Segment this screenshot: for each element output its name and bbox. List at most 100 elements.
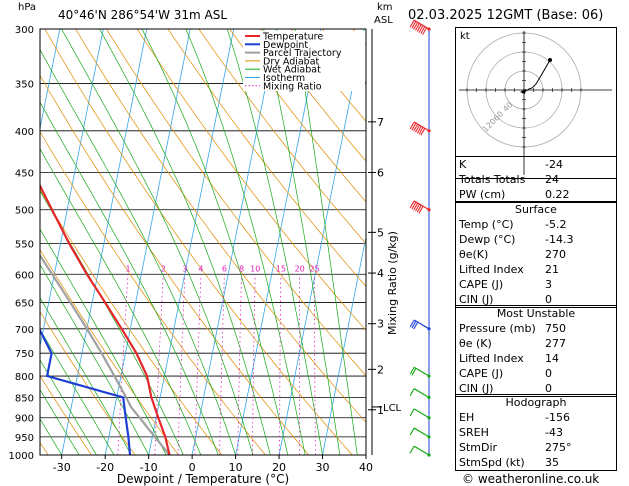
temperature-tick-label: -30	[53, 461, 71, 474]
dry-adiabat-line	[40, 189, 223, 455]
location-title: 40°46'N 286°54'W 31m ASL	[58, 8, 228, 22]
mixing-ratio-label: 10	[250, 264, 260, 273]
hodograph-stat-key: SREH	[459, 426, 489, 439]
wind-barb-flag	[409, 19, 415, 28]
dry-adiabat-line	[40, 375, 92, 455]
index-value: 24	[545, 173, 559, 186]
surface-key: Lifted Index	[459, 263, 524, 276]
dry-adiabat-line	[167, 29, 366, 287]
wind-barb	[409, 445, 431, 457]
hodograph-stat-value: -156	[545, 411, 570, 424]
isotherm-line	[191, 29, 278, 455]
wet-adiabat-line	[294, 29, 358, 455]
wind-barb-staff	[413, 427, 430, 438]
wet-adiabat-line	[61, 29, 254, 455]
wind-barb-flag	[418, 205, 424, 214]
mixing-ratio-label: 3	[182, 264, 187, 273]
pressure-tick-label: 550	[15, 239, 34, 250]
wind-barb-flag	[409, 408, 415, 417]
most-unstable-value: 14	[545, 352, 559, 365]
isotherm-line	[278, 29, 365, 455]
surface-row: Dewp (°C) -14.3	[456, 232, 616, 247]
wind-barb-flag	[418, 126, 424, 135]
wind-barb-flag	[411, 201, 417, 210]
temperature-tick-label: 30	[316, 461, 330, 474]
hodograph-stat-key: StmDir	[459, 441, 498, 454]
most-unstable-row: CIN (J) 0	[456, 381, 616, 396]
dewpoint-profile	[40, 328, 132, 455]
wind-barb-flag	[413, 321, 419, 330]
wet-adiabat-line	[40, 359, 97, 455]
legend-entry-parcel-trajectory: Parcel Trajectory	[263, 48, 342, 59]
wind-barb-flag	[418, 25, 424, 33]
parcel-trajectory	[40, 253, 171, 455]
wind-barb	[409, 366, 431, 378]
surface-key: Dewp (°C)	[459, 233, 516, 246]
wind-barb-flag	[420, 128, 426, 136]
index-value: 0.22	[545, 188, 570, 201]
wet-adiabat-line	[99, 29, 271, 455]
wind-barb-flag	[413, 202, 419, 211]
legend-entry-wet-adiabat: Wet Adiabat	[263, 65, 321, 76]
km-tick-label: 5	[377, 226, 384, 239]
wind-barb	[409, 121, 431, 136]
hodograph-table-title: Hodograph	[505, 396, 567, 409]
mixing-ratio-label: 20	[295, 264, 305, 273]
most-unstable-value: 750	[545, 322, 566, 335]
mixing-ratio-line	[251, 274, 256, 455]
wind-barb-flag	[411, 20, 417, 29]
wind-barb-dot	[427, 374, 431, 378]
wet-adiabat-line	[40, 297, 132, 455]
temperature-tick-label: -10	[140, 461, 158, 474]
temperature-tick-label: 20	[272, 461, 286, 474]
wet-adiabat-line	[263, 29, 341, 455]
pressure-tick-label: 300	[15, 25, 34, 36]
dry-adiabat-line	[229, 29, 366, 203]
mixing-ratio-label: 1	[125, 264, 130, 273]
wind-barb-dot	[427, 416, 431, 420]
isotherm-line	[235, 29, 321, 455]
legend-entry-temperature: Temperature	[262, 32, 323, 43]
hodograph-end-dot	[548, 58, 552, 62]
wind-barb-flag	[409, 388, 415, 396]
isotherm-line	[0, 29, 16, 455]
most-unstable-title: Most Unstable	[496, 307, 576, 320]
km-tick-label: 4	[377, 267, 384, 280]
mixing-ratio-label: 4	[198, 264, 203, 273]
pressure-tick-label: 650	[15, 299, 34, 310]
legend-entry-mixing-ratio: Mixing Ratio	[263, 81, 322, 92]
wind-barb-flag	[411, 320, 417, 329]
wet-adiabat-line	[40, 148, 202, 455]
hodograph-stat-row: SREH -43	[456, 425, 616, 440]
surface-value: 21	[545, 263, 559, 276]
hodograph-stat-key: StmSpd (kt)	[459, 456, 525, 469]
wet-adiabat-line	[40, 328, 115, 455]
wet-adiabat-line	[40, 49, 236, 455]
isotherm-line	[148, 29, 235, 455]
wind-barb	[409, 388, 431, 400]
most-unstable-key: CIN (J)	[459, 382, 494, 395]
legend-entry-dewpoint: Dewpoint	[263, 40, 308, 51]
wind-barb-flag	[413, 123, 419, 132]
surface-row: Lifted Index 21	[456, 262, 616, 277]
wind-barb-dot	[427, 129, 431, 133]
wet-adiabat-line	[40, 388, 80, 455]
isotherm-line	[365, 452, 366, 455]
wind-barb-dot	[427, 435, 431, 439]
wind-barb-flag	[415, 124, 420, 133]
pressure-tick-label: 750	[15, 349, 34, 360]
temperature-tick-label: 40	[359, 461, 373, 474]
hodograph-stat-row: StmDir 275°	[456, 440, 616, 455]
dry-adiabat-line	[198, 29, 366, 245]
wind-barb-flag	[409, 121, 415, 130]
dry-adiabat-line	[136, 29, 366, 331]
wind-barb-flag	[416, 24, 422, 32]
hodograph-stat-value: 35	[545, 456, 559, 469]
hodograph-kt-label: kt	[460, 31, 470, 42]
wind-barb-flag	[409, 319, 415, 328]
isotherm-line	[40, 29, 104, 349]
wind-barb-flag	[416, 125, 422, 134]
dry-adiabat-line	[106, 29, 366, 377]
wet-adiabat-line	[185, 29, 306, 455]
